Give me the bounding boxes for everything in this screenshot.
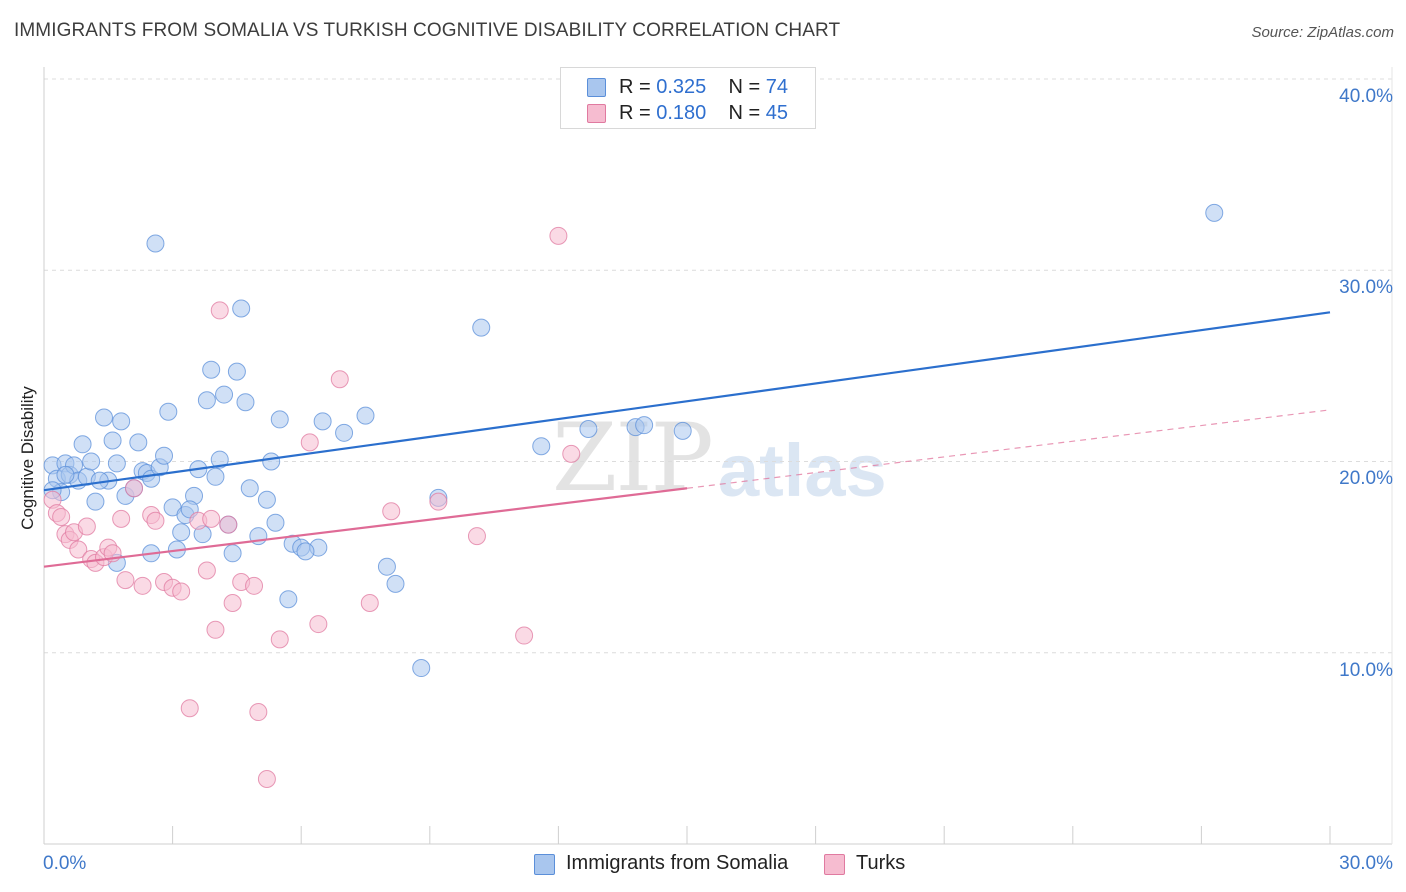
point-turks-28 bbox=[219, 515, 238, 534]
point-somalia-27 bbox=[172, 523, 191, 542]
point-turks-43 bbox=[549, 226, 568, 245]
point-turks-33 bbox=[257, 769, 276, 788]
point-turks-25 bbox=[202, 509, 221, 528]
point-turks-15 bbox=[125, 479, 144, 498]
legend-n-value-somalia: 74 bbox=[765, 76, 789, 98]
point-somalia-67 bbox=[673, 421, 692, 440]
chart-title: IMMIGRANTS FROM SOMALIA VS TURKISH COGNI… bbox=[14, 20, 841, 41]
point-somalia-11 bbox=[95, 408, 114, 427]
trendline-somalia bbox=[43, 311, 1331, 492]
point-somalia-15 bbox=[112, 412, 131, 431]
point-turks-38 bbox=[360, 594, 379, 613]
correlation-legend: R = 0.325 N = 74 R = 0.180 N = 45 bbox=[560, 67, 816, 129]
point-somalia-45 bbox=[262, 452, 281, 471]
point-somalia-38 bbox=[223, 544, 242, 563]
x-tick-label-max: 30.0% bbox=[1339, 853, 1393, 874]
point-somalia-63 bbox=[532, 437, 551, 456]
bottom-legend-label-turks: Turks bbox=[856, 852, 906, 874]
y-tick-label-30: 30.0% bbox=[1339, 277, 1393, 298]
legend-swatch-somalia bbox=[587, 78, 606, 97]
point-turks-18 bbox=[146, 511, 165, 530]
legend-n-value-turks: 45 bbox=[765, 102, 789, 124]
point-somalia-54 bbox=[335, 423, 354, 442]
point-somalia-14 bbox=[107, 454, 126, 473]
point-somalia-47 bbox=[270, 410, 289, 429]
point-turks-44 bbox=[562, 444, 581, 463]
point-somalia-62 bbox=[472, 318, 491, 337]
point-turks-42 bbox=[515, 626, 534, 645]
y-tick-label-40: 40.0% bbox=[1339, 86, 1393, 107]
point-somalia-35 bbox=[210, 450, 229, 469]
point-somalia-33 bbox=[202, 360, 221, 379]
chart-source: Source: ZipAtlas.com bbox=[1251, 24, 1394, 41]
point-turks-13 bbox=[112, 509, 131, 528]
point-somalia-36 bbox=[215, 385, 234, 404]
point-turks-14 bbox=[116, 571, 135, 590]
point-somalia-32 bbox=[197, 391, 216, 410]
point-somalia-42 bbox=[240, 479, 259, 498]
point-somalia-66 bbox=[635, 416, 654, 435]
point-somalia-44 bbox=[257, 490, 276, 509]
point-somalia-50 bbox=[146, 234, 165, 253]
point-turks-35 bbox=[300, 433, 319, 452]
point-somalia-9 bbox=[82, 452, 101, 471]
point-turks-41 bbox=[467, 527, 486, 546]
legend-r-value-turks: 0.180 bbox=[656, 102, 707, 124]
legend-swatch-turks bbox=[587, 104, 606, 123]
point-somalia-39 bbox=[227, 362, 246, 381]
point-somalia-24 bbox=[159, 402, 178, 421]
bottom-legend-label-somalia: Immigrants from Somalia bbox=[566, 852, 789, 874]
legend-r-value-somalia: 0.325 bbox=[656, 76, 707, 98]
legend-n-label-turks: N = bbox=[728, 102, 766, 124]
legend-r-label-somalia: R = bbox=[619, 76, 657, 98]
point-somalia-7 bbox=[73, 435, 92, 454]
point-somalia-59 bbox=[386, 574, 405, 593]
trendline-turks-projection bbox=[686, 409, 1331, 489]
point-turks-21 bbox=[172, 582, 191, 601]
point-somalia-58 bbox=[279, 590, 298, 609]
point-somalia-72 bbox=[296, 542, 315, 561]
legend-r-label-turks: R = bbox=[619, 102, 657, 124]
point-somalia-41 bbox=[236, 393, 255, 412]
point-turks-6 bbox=[69, 540, 88, 559]
point-turks-34 bbox=[270, 630, 289, 649]
point-turks-27 bbox=[210, 301, 229, 320]
watermark-atlas: atlas bbox=[718, 429, 887, 512]
bottom-legend-swatch-turks bbox=[824, 854, 845, 875]
point-turks-37 bbox=[330, 370, 349, 389]
point-somalia-10 bbox=[86, 492, 105, 511]
y-tick-label-10: 10.0% bbox=[1339, 660, 1393, 681]
point-somalia-56 bbox=[377, 557, 396, 576]
point-somalia-60 bbox=[412, 659, 431, 678]
point-somalia-69 bbox=[56, 465, 75, 484]
point-somalia-34 bbox=[206, 467, 225, 486]
point-turks-36 bbox=[309, 615, 328, 634]
point-turks-16 bbox=[133, 576, 152, 595]
y-tick-label-20: 20.0% bbox=[1339, 468, 1393, 489]
point-somalia-64 bbox=[579, 419, 598, 438]
point-turks-31 bbox=[245, 576, 264, 595]
point-somalia-23 bbox=[155, 446, 174, 465]
point-turks-40 bbox=[429, 492, 448, 511]
point-turks-26 bbox=[206, 620, 225, 639]
legend-n-label-somalia: N = bbox=[728, 76, 766, 98]
bottom-legend-swatch-somalia bbox=[534, 854, 555, 875]
point-turks-2 bbox=[52, 507, 71, 526]
trendline-turks bbox=[43, 487, 688, 568]
point-turks-39 bbox=[382, 502, 401, 521]
point-somalia-46 bbox=[266, 513, 285, 532]
point-somalia-55 bbox=[356, 406, 375, 425]
point-somalia-40 bbox=[232, 299, 251, 318]
point-somalia-18 bbox=[129, 433, 148, 452]
point-turks-29 bbox=[223, 594, 242, 613]
point-somalia-13 bbox=[103, 431, 122, 450]
point-turks-24 bbox=[197, 561, 216, 580]
point-turks-7 bbox=[77, 517, 96, 536]
point-turks-32 bbox=[249, 703, 268, 722]
point-somalia-53 bbox=[313, 412, 332, 431]
x-tick-label-min: 0.0% bbox=[43, 853, 87, 874]
point-somalia-73 bbox=[1205, 203, 1224, 222]
point-turks-22 bbox=[180, 699, 199, 718]
